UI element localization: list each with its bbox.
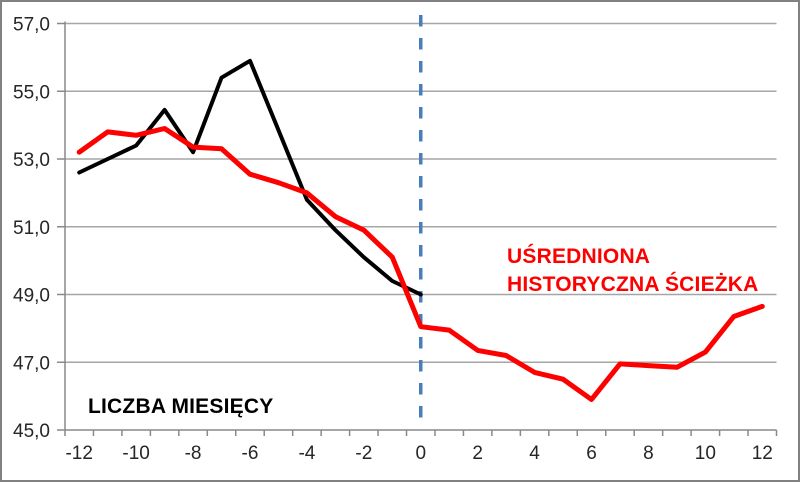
x-axis-tick-label: 8 (643, 443, 654, 464)
x-axis-tick-label: -4 (298, 443, 315, 464)
red-average-line (76, 126, 765, 402)
y-axis-tick-label: 55,0 (13, 82, 50, 103)
red-path-label-line2: HISTORYCZNA ŚCIEŻKA (507, 272, 759, 296)
y-axis-tick-label: 47,0 (13, 353, 50, 374)
x-axis-tick-label: 2 (472, 443, 483, 464)
x-axis-tick-label: 12 (752, 443, 773, 464)
y-axis-tick-label: 53,0 (13, 150, 50, 171)
black-history-line (77, 58, 423, 297)
x-axis-tick-label: -12 (65, 443, 92, 464)
x-axis-tick-label: 10 (695, 443, 716, 464)
red-path-label-line1: UŚREDNIONA (507, 244, 650, 268)
x-axis-tick-label: 6 (586, 443, 597, 464)
y-axis-tick-label: 51,0 (13, 218, 50, 239)
y-axis-tick-label: 45,0 (13, 421, 50, 442)
x-axis-tick-label: -6 (242, 443, 259, 464)
x-axis-tick-label: -2 (355, 443, 372, 464)
x-axis-tick-label: -8 (185, 443, 202, 464)
x-axis-tick-label: -10 (122, 443, 149, 464)
y-axis-tick-label: 49,0 (13, 286, 50, 307)
y-axis-tick-label: 57,0 (13, 15, 50, 36)
x-axis-tick-label: 0 (415, 443, 426, 464)
x-axis-title-line1: LICZBA MIESIĘCY (88, 395, 273, 418)
x-axis-tick-label: 4 (529, 443, 540, 464)
